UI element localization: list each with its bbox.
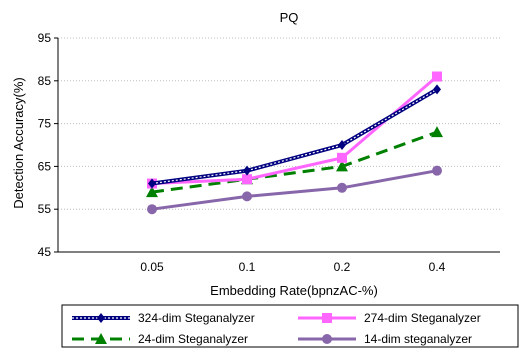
y-tick-label: 45 bbox=[38, 245, 52, 259]
legend-label: 14-dim steganalyzer bbox=[364, 332, 472, 346]
x-tick-label: 0.4 bbox=[429, 260, 446, 274]
series-line bbox=[151, 169, 438, 211]
legend-label: 24-dim Steganalyzer bbox=[138, 332, 248, 346]
y-tick-label: 65 bbox=[38, 159, 52, 173]
series-3 bbox=[146, 126, 443, 198]
data-point bbox=[243, 165, 251, 176]
data-point bbox=[432, 165, 442, 176]
legend-marker bbox=[322, 313, 332, 323]
axes bbox=[57, 38, 500, 253]
legend-marker bbox=[97, 313, 105, 323]
series-4 bbox=[147, 165, 442, 215]
data-point bbox=[336, 160, 348, 172]
data-point bbox=[146, 186, 158, 198]
x-axis-ticks: 0.05 0.1 0.2 0.4 bbox=[140, 260, 445, 274]
legend-box bbox=[61, 304, 519, 348]
series-1 bbox=[148, 84, 441, 189]
y-axis-label: Detection Accuracy(%) bbox=[11, 77, 26, 209]
y-tick-label: 75 bbox=[38, 117, 52, 131]
data-point bbox=[338, 140, 346, 150]
series-2 bbox=[147, 71, 442, 189]
legend-item-1: 324-dim Steganalyzer bbox=[72, 311, 255, 325]
data-point bbox=[148, 178, 156, 189]
data-point bbox=[242, 174, 252, 185]
series-line bbox=[151, 130, 438, 194]
data-point bbox=[433, 84, 441, 95]
chart-title: PQ bbox=[280, 10, 299, 25]
data-point bbox=[337, 152, 347, 163]
legend-item-3: 24-dim Steganalyzer bbox=[72, 332, 248, 346]
y-tick-label: 55 bbox=[38, 202, 52, 216]
legend-marker bbox=[95, 333, 107, 344]
data-point bbox=[337, 182, 347, 193]
data-point bbox=[242, 191, 252, 202]
y-axis-ticks: 45 55 65 75 85 95 bbox=[38, 31, 58, 259]
data-point bbox=[432, 71, 442, 82]
legend-label: 324-dim Steganalyzer bbox=[138, 311, 255, 325]
legend-label: 274-dim Steganalyzer bbox=[364, 311, 481, 325]
legend-item-2: 274-dim Steganalyzer bbox=[298, 311, 481, 325]
legend-marker bbox=[322, 334, 332, 344]
data-point bbox=[147, 204, 157, 215]
gridlines bbox=[58, 37, 500, 210]
x-tick-label: 0.1 bbox=[239, 260, 256, 274]
series-group bbox=[146, 71, 443, 215]
legend: 324-dim Steganalyzer 274-dim Steganalyzer… bbox=[61, 304, 519, 348]
y-tick-label: 85 bbox=[38, 74, 52, 88]
y-tick-label: 95 bbox=[38, 31, 52, 45]
x-axis-label: Embedding Rate(bpnzAC-%) bbox=[210, 283, 378, 298]
data-point bbox=[431, 126, 443, 138]
legend-item-4: 14-dim steganalyzer bbox=[298, 332, 472, 346]
series-line bbox=[151, 75, 438, 186]
series-line-inner bbox=[151, 88, 438, 185]
x-tick-label: 0.05 bbox=[140, 260, 164, 274]
x-tick-label: 0.2 bbox=[334, 260, 351, 274]
